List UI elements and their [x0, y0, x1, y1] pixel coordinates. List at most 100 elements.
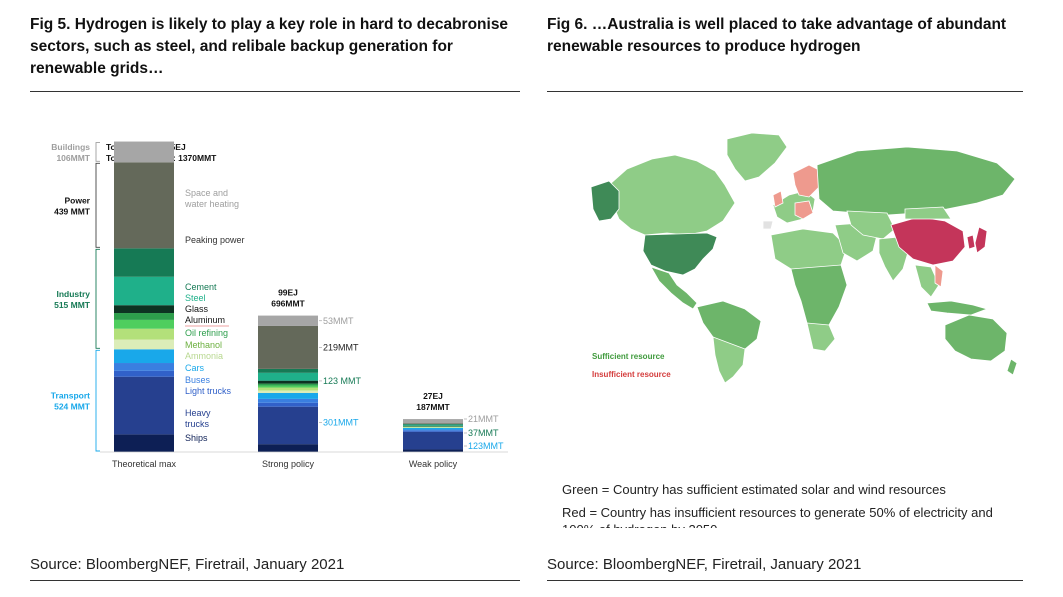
bar-0-cement — [114, 248, 174, 277]
group-label-power: Power — [64, 195, 90, 205]
bar-0-light-trucks — [114, 370, 174, 377]
side-label-2-2: 123MMT — [468, 441, 504, 451]
map-japan — [974, 226, 988, 254]
map-south-america-south — [712, 336, 746, 384]
side-label-1-1: 219MMT — [323, 342, 359, 352]
map-usa — [642, 232, 718, 276]
fig6-panel: Fig 6. …Australia is well placed to take… — [547, 0, 1023, 597]
segment-label-8: Ammonia — [185, 351, 223, 361]
bar-1-peaking-power — [258, 325, 318, 369]
map-mongolia — [904, 206, 952, 220]
segment-label-12-line1: trucks — [185, 419, 210, 429]
fig6-title: Fig 6. …Australia is well placed to take… — [547, 16, 1007, 55]
bar-2-cars — [403, 427, 463, 430]
legend-insufficient: Insufficient resource — [592, 370, 671, 379]
bar-1-oil-refining — [258, 385, 318, 388]
bar-1-methanol — [258, 387, 318, 391]
world-resource-map: Sufficient resource Insufficient resourc… — [547, 125, 1023, 385]
group-label-transport: Transport — [51, 391, 90, 401]
map-mexico — [650, 266, 698, 310]
map-russia — [816, 146, 1016, 216]
bar-2-buses — [403, 429, 463, 431]
bar-0-methanol — [114, 328, 174, 340]
x-tick-0: Theoretical max — [112, 459, 177, 469]
group-value-transport: 524 MMT — [54, 402, 91, 412]
fig6-source: Source: BloombergNEF, Firetrail, January… — [547, 556, 862, 573]
group-bracket-buildings — [95, 142, 100, 162]
segment-label-11: Light trucks — [185, 386, 232, 396]
fig5-bottom-rule — [30, 580, 520, 581]
segment-label-2: Cement — [185, 282, 217, 292]
map-new-zealand — [1006, 358, 1018, 376]
bar-2-cement — [403, 423, 463, 425]
map-southern-africa — [806, 322, 836, 352]
bar-2-glass — [403, 425, 463, 427]
segment-label-0: Space and — [185, 188, 228, 198]
segment-label-4: Glass — [185, 304, 209, 314]
legend-sufficient: Sufficient resource — [592, 352, 665, 361]
segment-label-1: Peaking power — [185, 235, 245, 245]
fig6-top-rule — [547, 91, 1023, 92]
map-greenland — [726, 132, 788, 182]
fig5-title: Fig 5. Hydrogen is likely to play a key … — [30, 16, 509, 77]
map-scandinavia — [792, 164, 822, 198]
side-label-1-3: 301MMT — [323, 418, 359, 428]
segment-label-13: Ships — [185, 433, 208, 443]
fig6-bottom-rule — [547, 580, 1023, 581]
fig6-notes: Green = Country has sufficient estimated… — [562, 481, 1022, 534]
bar-total-energy-1: 99EJ — [278, 288, 298, 298]
bar-1-buses — [258, 398, 318, 403]
fig5-panel: Fig 5. Hydrogen is likely to play a key … — [30, 0, 520, 597]
side-label-2-1: 37MMT — [468, 428, 499, 438]
bar-0-cars — [114, 349, 174, 364]
map-legend: Sufficient resource Insufficient resourc… — [592, 352, 671, 379]
map-australia — [944, 314, 1008, 362]
map-korea — [966, 234, 976, 250]
x-tick-1: Strong policy — [262, 459, 315, 469]
map-uk — [772, 190, 784, 208]
group-label-industry: Industry — [56, 289, 90, 299]
segment-label-12: Heavy — [185, 408, 211, 418]
bar-0-heavy-trucks — [114, 376, 174, 435]
map-indonesia — [926, 300, 989, 316]
bar-1-cars — [258, 393, 318, 399]
segment-label-5: Aluminum — [185, 315, 225, 325]
bar-2-peaking-power — [403, 423, 463, 424]
group-value-buildings: 106MMT — [56, 153, 90, 163]
bar-0-aluminum — [114, 313, 174, 320]
bar-1-steel — [258, 372, 318, 381]
bar-0-steel — [114, 276, 174, 306]
bar-total-energy-2: 27EJ — [423, 391, 443, 401]
fig5-top-rule — [30, 91, 520, 92]
bar-1-cement — [258, 368, 318, 373]
segment-label-9: Cars — [185, 363, 205, 373]
map-canada — [608, 154, 736, 236]
bar-1-glass — [258, 380, 318, 384]
x-tick-2: Weak policy — [409, 459, 458, 469]
note-red: Red = Country has insufficient resources… — [562, 505, 993, 528]
side-label-1-0: 53MMT — [323, 316, 354, 326]
group-bracket-industry — [95, 248, 100, 349]
bar-0-space-and-water-heating — [114, 141, 174, 163]
bar-1-heavy-trucks — [258, 406, 318, 445]
bar-1-light-trucks — [258, 402, 318, 407]
segment-label-6: Oil refining — [185, 328, 228, 338]
hydrogen-demand-chart: Total energy: 195EJTotal H₂ demand: 1370… — [51, 141, 508, 469]
side-label-1-2: 123 MMT — [323, 376, 362, 386]
segment-label-3: Steel — [185, 293, 206, 303]
bar-1-aluminum — [258, 383, 318, 386]
bar-2-steel — [403, 424, 463, 426]
map-central-europe — [794, 200, 814, 220]
map-alaska — [590, 180, 620, 222]
map-no-data-region — [762, 220, 774, 230]
bar-2-heavy-trucks — [403, 431, 463, 450]
bar-2-space-and-water-heating — [403, 419, 463, 424]
bar-2-light-trucks — [403, 430, 463, 432]
bar-0-buses — [114, 363, 174, 371]
bar-0-glass — [114, 305, 174, 314]
bar-0-ships — [114, 434, 174, 452]
group-value-industry: 515 MMT — [54, 300, 91, 310]
fig5-source: Source: BloombergNEF, Firetrail, January… — [30, 556, 345, 573]
map-southeast-asia — [914, 264, 940, 298]
bar-1-space-and-water-heating — [258, 315, 318, 326]
